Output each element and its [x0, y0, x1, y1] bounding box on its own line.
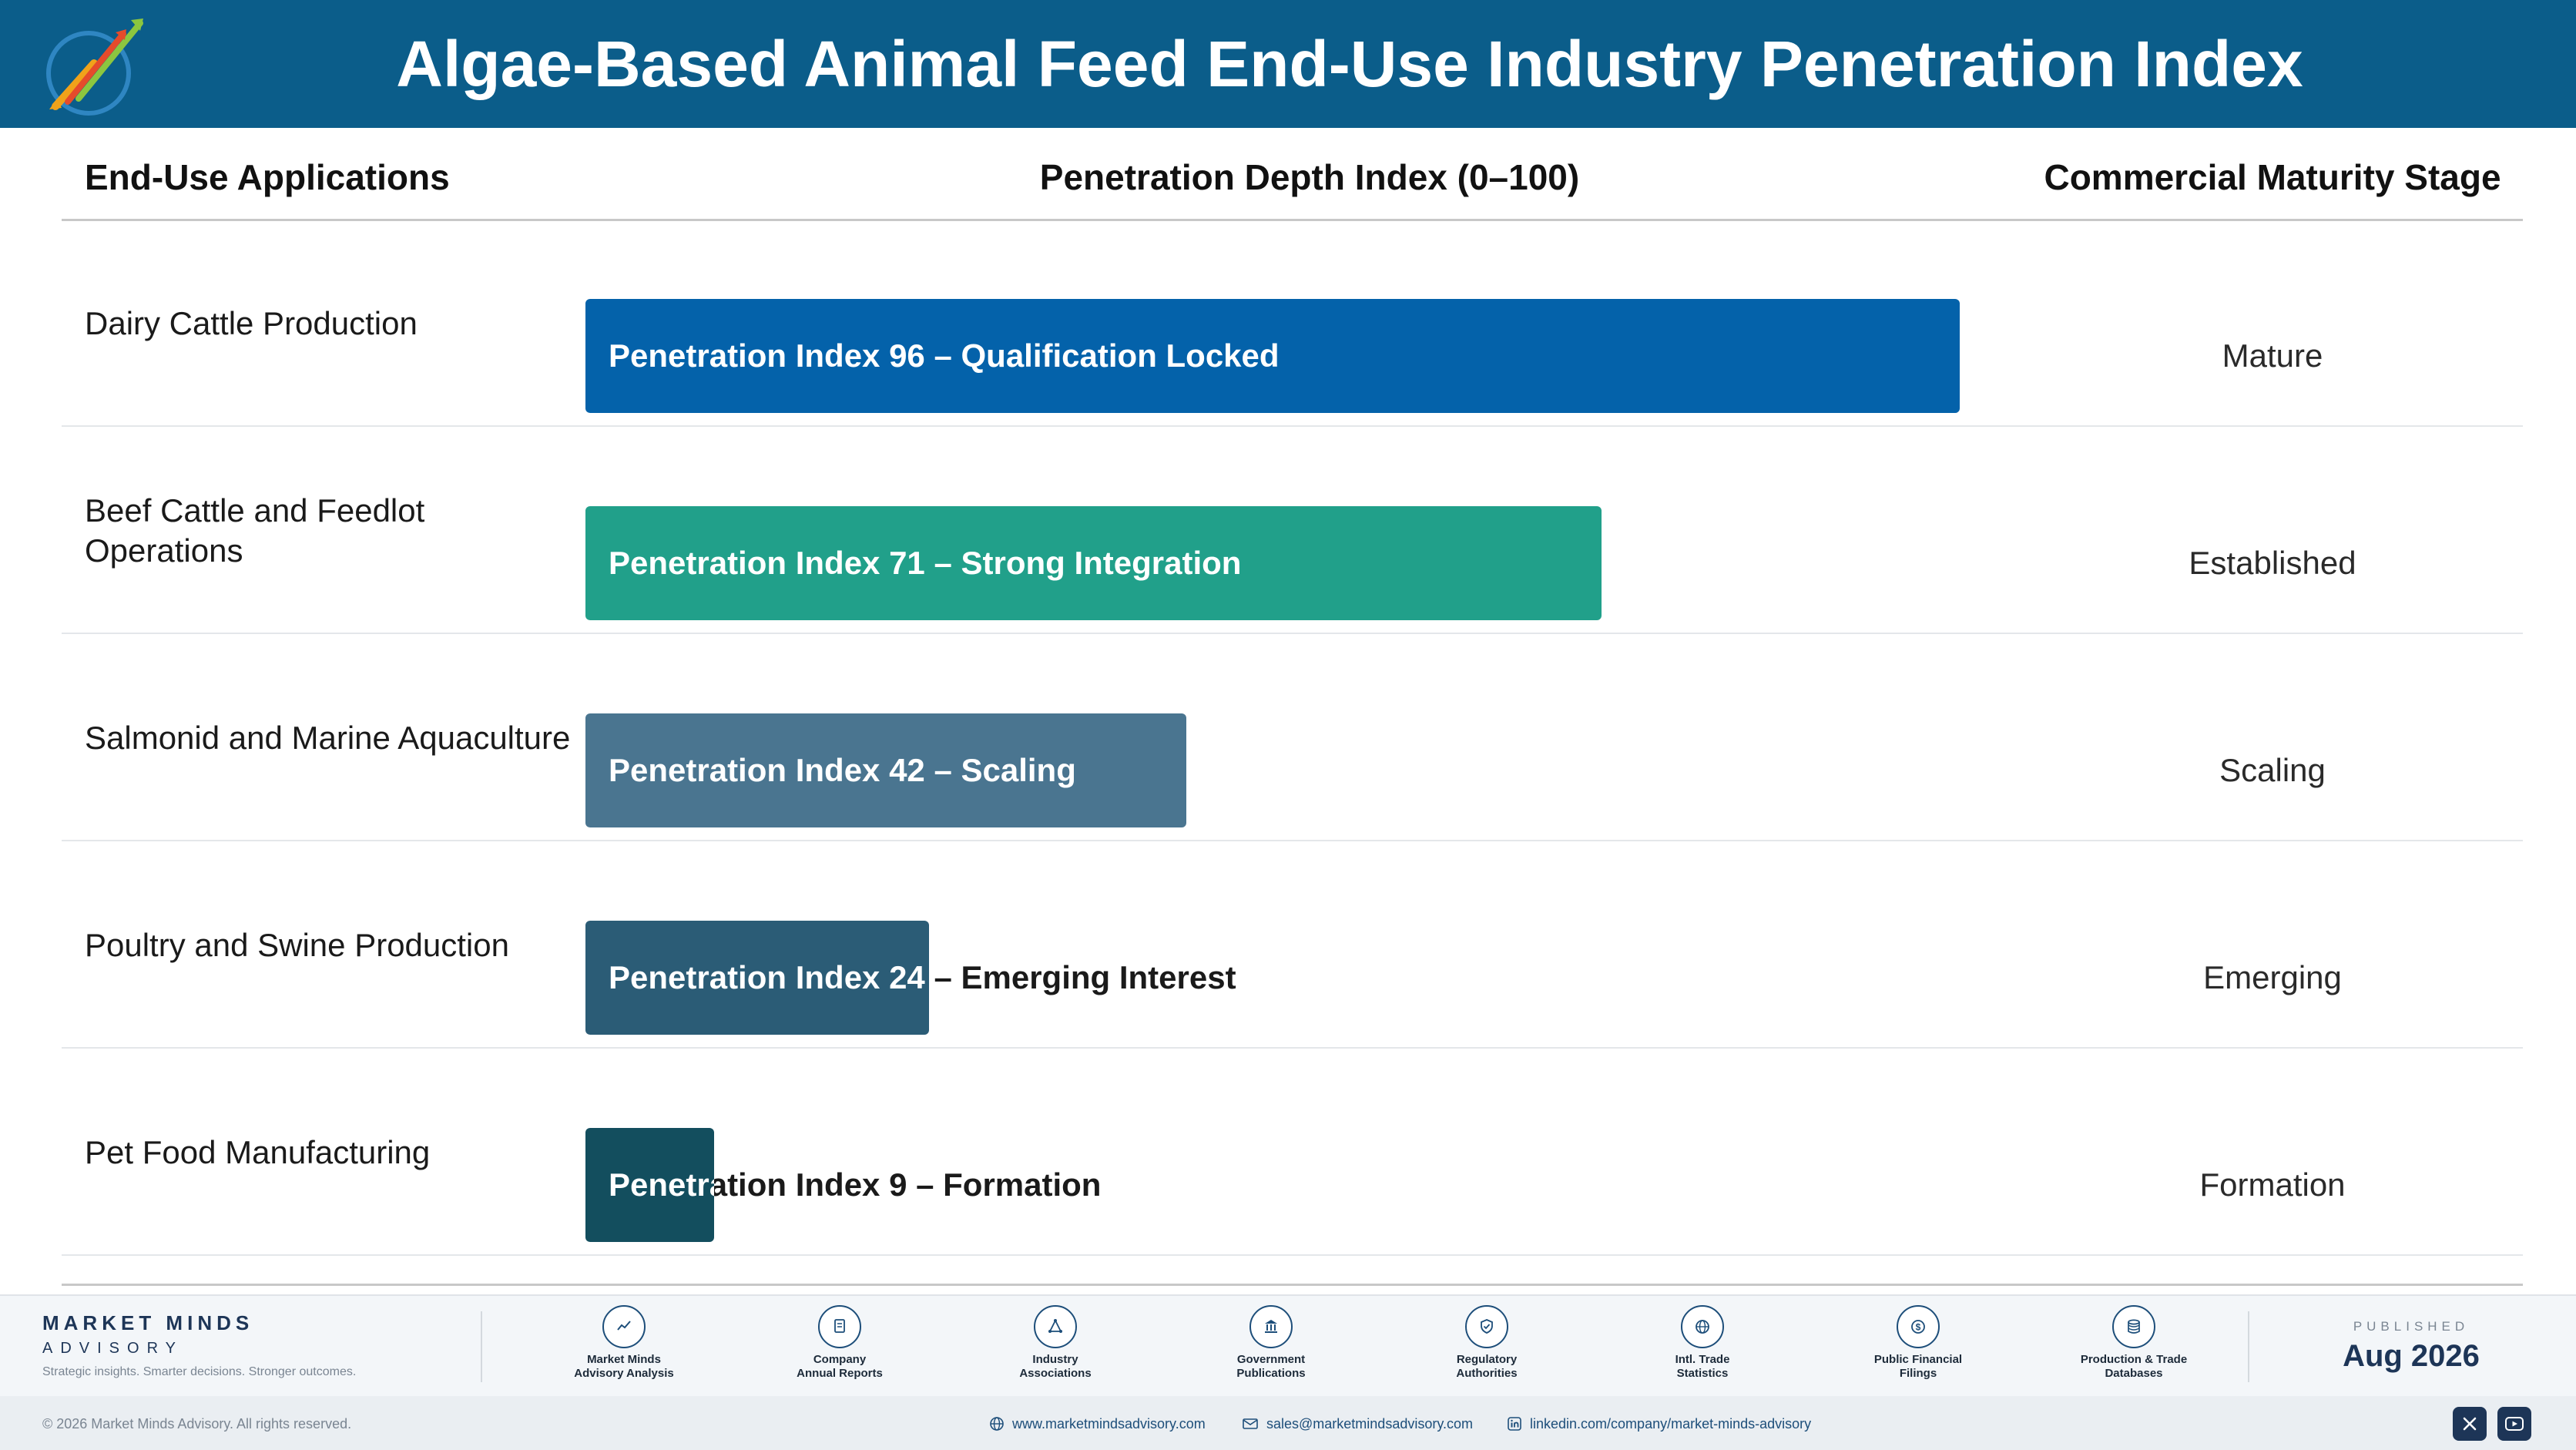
row-divider	[62, 425, 2523, 427]
source-item: Company Annual Reports	[755, 1305, 924, 1390]
column-header-index: Penetration Depth Index (0–100)	[1039, 157, 1580, 197]
linkedin-icon	[1508, 1417, 1521, 1431]
chart-bottom-divider	[62, 1284, 2523, 1286]
row-divider	[62, 633, 2523, 634]
column-header-stage: Commercial Maturity Stage	[2044, 157, 2501, 197]
category-label: Beef Cattle and Feedlot Operations	[85, 492, 425, 569]
maturity-stage: Established	[2189, 545, 2356, 581]
source-item: Market Minds Advisory Analysis	[539, 1305, 709, 1390]
dollar-coin-icon: $	[1897, 1305, 1940, 1348]
published-label: PUBLISHED	[2353, 1319, 2470, 1334]
source-label: Industry Associations	[1019, 1353, 1092, 1380]
linkedin-text: linkedin.com/company/market-minds-adviso…	[1530, 1416, 1812, 1432]
source-label: Production & Trade Databases	[2080, 1353, 2188, 1380]
published-block: PUBLISHED Aug 2026	[2296, 1319, 2527, 1374]
source-item: Regulatory Authorities	[1402, 1305, 1571, 1390]
document-icon	[818, 1305, 861, 1348]
bar-data-label: Penetration Index 96 – Qualification Loc…	[609, 337, 1280, 374]
index-bar	[585, 506, 1602, 620]
company-logo	[39, 8, 154, 123]
header-divider	[62, 219, 2523, 221]
source-item: Intl. Trade Statistics	[1618, 1305, 1787, 1390]
source-label: Regulatory Authorities	[1456, 1353, 1518, 1380]
source-item: $ Public Financial Filings	[1833, 1305, 2003, 1390]
maturity-stage: Formation	[2199, 1166, 2346, 1203]
source-label: Public Financial Filings	[1873, 1353, 1963, 1380]
source-label: Government Publications	[1236, 1353, 1306, 1380]
email-text: sales@marketmindsadvisory.com	[1266, 1416, 1474, 1432]
government-building-icon	[1249, 1305, 1293, 1348]
footer: MARKET MINDS ADVISORY Strategic insights…	[0, 1294, 2576, 1450]
mail-icon	[1243, 1418, 1258, 1429]
brand-tagline: Strategic insights. Smarter decisions. S…	[42, 1365, 357, 1378]
published-date: Aug 2026	[2343, 1339, 2480, 1373]
sources-list: Market Minds Advisory Analysis Company An…	[539, 1305, 2219, 1390]
bar-data-label: Penetration Index 24 – Emerging Interest	[609, 921, 1236, 1035]
header-banner: Algae-Based Animal Feed End-Use Industry…	[0, 0, 2576, 128]
footer-divider-left	[481, 1311, 482, 1382]
email-link[interactable]: sales@marketmindsadvisory.com	[1242, 1396, 1473, 1450]
source-item: Industry Associations	[971, 1305, 1140, 1390]
database-icon	[2112, 1305, 2155, 1348]
website-link[interactable]: www.marketmindsadvisory.com	[989, 1396, 1206, 1450]
bar-data-label: Penetration Index 71 – Strong Integratio…	[609, 545, 1242, 581]
source-label: Company Annual Reports	[797, 1353, 883, 1380]
website-text: www.marketmindsadvisory.com	[1012, 1416, 1206, 1432]
row-divider	[62, 1254, 2523, 1256]
globe-icon	[990, 1417, 1004, 1431]
source-item: Government Publications	[1186, 1305, 1356, 1390]
category-label: Salmonid and Marine Aquaculture	[85, 720, 571, 756]
chart-row: Beef Cattle and Feedlot Operations Penetr…	[62, 428, 2523, 634]
bar-data-label: Penetration Index 9 – Formation	[609, 1128, 1101, 1242]
chart-row: Pet Food Manufacturing Penetration Index …	[62, 1049, 2523, 1256]
globe-icon	[1681, 1305, 1724, 1348]
page-title: Algae-Based Animal Feed End-Use Industry…	[396, 28, 2303, 100]
brand-subtitle: ADVISORY	[42, 1340, 183, 1357]
copyright-text: © 2026 Market Minds Advisory. All rights…	[42, 1416, 352, 1432]
category-label: Poultry and Swine Production	[85, 927, 509, 963]
index-bar	[585, 299, 1960, 413]
x-social-button[interactable]	[2453, 1407, 2487, 1441]
index-bar	[585, 1128, 714, 1242]
column-header-applications: End-Use Applications	[85, 157, 450, 197]
svg-text:$: $	[1916, 1322, 1921, 1333]
youtube-social-button[interactable]	[2497, 1407, 2531, 1441]
footer-contact-bar: © 2026 Market Minds Advisory. All rights…	[0, 1396, 2576, 1450]
chart-row: Salmonid and Marine Aquaculture Penetrati…	[62, 635, 2523, 841]
shield-check-icon	[1465, 1305, 1508, 1348]
footer-divider-right	[2248, 1311, 2249, 1382]
row-divider	[62, 840, 2523, 841]
footer-brand: MARKET MINDS ADVISORY Strategic insights…	[42, 1311, 356, 1379]
category-label: Dairy Cattle Production	[85, 305, 418, 341]
index-bar	[585, 921, 929, 1035]
bar-data-label: Penetration Index 42 – Scaling	[609, 752, 1076, 788]
linkedin-link[interactable]: linkedin.com/company/market-minds-adviso…	[1507, 1396, 1811, 1450]
source-label: Intl. Trade Statistics	[1675, 1353, 1730, 1380]
youtube-icon	[2505, 1417, 2524, 1431]
chart-row: Poultry and Swine Production Penetration …	[62, 842, 2523, 1049]
network-icon	[1034, 1305, 1077, 1348]
source-label: Market Minds Advisory Analysis	[574, 1353, 674, 1380]
row-divider	[62, 1047, 2523, 1049]
maturity-stage: Scaling	[2219, 752, 2326, 788]
index-bar	[585, 713, 1186, 827]
chart-row: Dairy Cattle Production Penetration Index…	[62, 220, 2523, 427]
category-label: Pet Food Manufacturing	[85, 1134, 431, 1170]
brand-name: MARKET MINDS	[42, 1311, 254, 1334]
trend-chart-icon	[602, 1305, 646, 1348]
x-icon	[2463, 1417, 2477, 1431]
maturity-stage: Emerging	[2203, 959, 2342, 995]
maturity-stage: Mature	[2222, 337, 2323, 374]
source-item: Production & Trade Databases	[2049, 1305, 2219, 1390]
